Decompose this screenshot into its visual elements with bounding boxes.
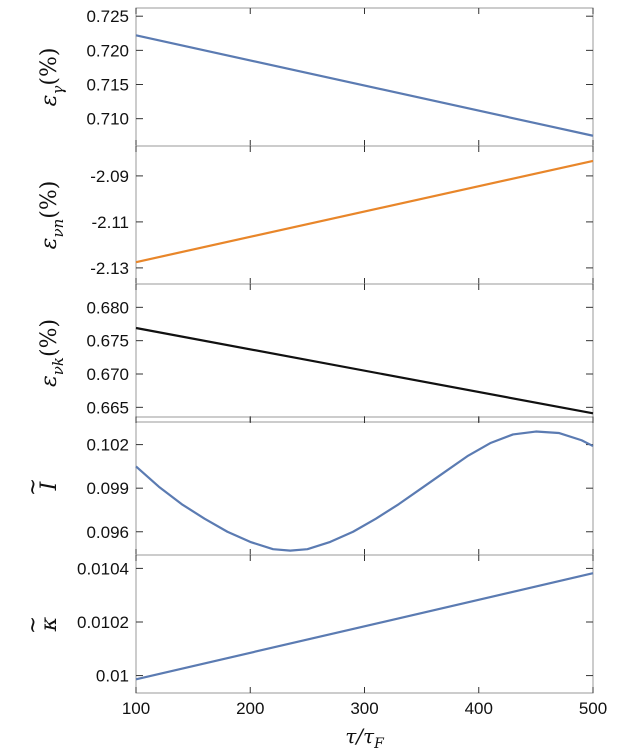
- panel-3: 0.665 0.670 0.675 0.680 ενk(%): [37, 283, 594, 423]
- tilde-accent: ~: [21, 478, 46, 496]
- y-tick-label: 0.720: [86, 41, 129, 60]
- y-tick-label: 0.670: [86, 365, 129, 384]
- panel-2: -2.13 -2.11 -2.09 ενn(%): [37, 145, 594, 285]
- panel-4: 0.096 0.099 0.102 I~: [21, 416, 594, 556]
- y-axis-label: εγ(%): [37, 48, 67, 107]
- y-axis-label: I: [37, 480, 62, 491]
- panel-5: 0.01 0.0102 0.0104 κ~: [21, 554, 594, 694]
- y-axis-label: ενn(%): [37, 181, 67, 250]
- x-tick-label: 300: [350, 699, 378, 718]
- series-line: [135, 430, 594, 552]
- x-tick-label: 100: [122, 699, 150, 718]
- series-line: [135, 34, 594, 137]
- panel-frame: [135, 145, 594, 285]
- y-tick-label: 0.715: [86, 76, 129, 95]
- y-tick-label: 0.725: [86, 7, 129, 26]
- panel-frame: [135, 416, 594, 556]
- series-line: [135, 326, 594, 415]
- y-tick-label: 0.102: [86, 436, 129, 455]
- y-tick-label: 0.680: [86, 298, 129, 317]
- y-tick-label: 0.0102: [77, 613, 129, 632]
- panel-1: 0.710 0.715 0.720 0.725 εγ(%): [37, 7, 594, 147]
- x-tick-label: 500: [579, 699, 607, 718]
- y-tick-label: -2.11: [92, 213, 130, 232]
- y-tick-label: 0.0104: [77, 559, 129, 578]
- x-axis-label: τ/τF: [345, 724, 385, 751]
- x-tick-label: 200: [236, 699, 264, 718]
- panel-frame: [135, 7, 594, 147]
- tilde-accent: ~: [21, 616, 46, 634]
- y-tick-label: 0.710: [86, 110, 129, 129]
- y-tick-label: 0.01: [96, 667, 129, 686]
- y-tick-label: 0.665: [86, 398, 129, 417]
- series-line: [135, 572, 594, 681]
- x-tick-label: 400: [465, 699, 493, 718]
- y-tick-label: 0.675: [86, 332, 129, 351]
- y-tick-label: -2.13: [90, 259, 129, 278]
- y-tick-label: -2.09: [90, 167, 129, 186]
- y-axis-label: ενk(%): [37, 319, 67, 387]
- y-axis-label: κ: [37, 616, 62, 632]
- series-line: [135, 159, 594, 264]
- panel-frame: [135, 554, 594, 694]
- y-tick-label: 0.099: [86, 479, 129, 498]
- y-tick-label: 0.096: [86, 523, 129, 542]
